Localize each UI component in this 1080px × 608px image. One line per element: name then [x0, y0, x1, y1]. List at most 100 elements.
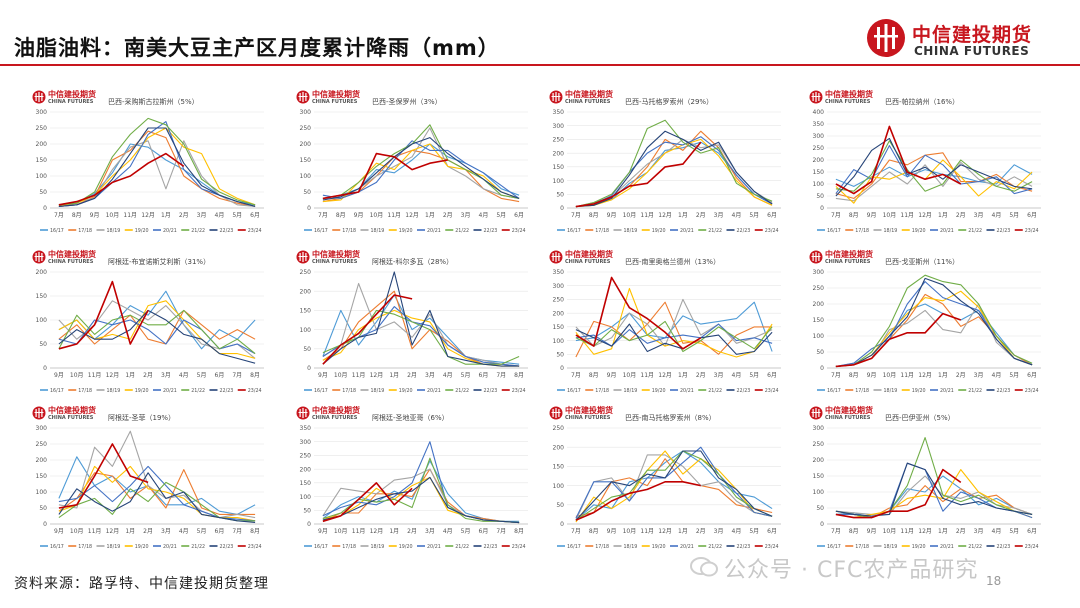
- panel-logo-cn: 中信建投期货: [565, 406, 613, 415]
- x-tick-label: 4月: [179, 372, 189, 379]
- panel-logo-en: CHINA FUTURES: [312, 259, 358, 265]
- y-tick-label: 300: [553, 123, 565, 130]
- y-tick-label: 50: [39, 505, 47, 512]
- legend-label: 22/23: [484, 388, 498, 394]
- panel-logo-en: CHINA FUTURES: [312, 99, 358, 105]
- line-chart-svg: 0 50 100 150 200 250 300 7月 8月 9月 10月 11月 12月 1月 2月 3月 4…: [813, 425, 1041, 550]
- x-tick-label: 4月: [732, 528, 742, 535]
- x-tick-label: 5月: [461, 528, 471, 535]
- legend-label: 21/22: [455, 388, 469, 394]
- x-tick-label: 10月: [883, 212, 897, 219]
- y-tick-label: 250: [813, 285, 825, 292]
- legend-label: 19/20: [399, 388, 413, 394]
- panel-logo: 中信建投期货 CHINA FUTURES: [32, 90, 104, 110]
- panel-logo-en: CHINA FUTURES: [565, 99, 611, 105]
- x-tick-label: 2月: [407, 528, 417, 535]
- series-line-22-23: [835, 277, 1033, 367]
- y-tick-label: 350: [813, 121, 825, 128]
- legend-label: 20/21: [940, 228, 954, 234]
- x-tick-label: 1月: [938, 212, 948, 219]
- legend-label: 23/24: [248, 228, 262, 234]
- panel-logo-icon: [296, 406, 310, 420]
- legend-label: 17/18: [595, 388, 609, 394]
- y-tick-label: 250: [36, 125, 48, 132]
- y-tick-label: 200: [813, 157, 825, 164]
- y-tick-label: 250: [300, 453, 312, 460]
- panel-logo: 中信建投期货 CHINA FUTURES: [549, 90, 621, 110]
- series-line-16-17: [322, 460, 520, 522]
- x-tick-label: 2月: [956, 212, 966, 219]
- y-tick-label: 100: [36, 317, 48, 324]
- y-tick-label: 300: [36, 425, 48, 432]
- legend-label: 19/20: [652, 228, 666, 234]
- y-tick-label: 200: [300, 141, 312, 148]
- x-tick-label: 9月: [867, 528, 877, 535]
- y-tick-label: 100: [300, 173, 312, 180]
- legend-label: 17/18: [342, 544, 356, 550]
- legend-label: 18/19: [624, 228, 638, 234]
- x-tick-label: 9月: [867, 372, 877, 379]
- series-line-19-20: [575, 287, 773, 358]
- series-line-22-23: [58, 472, 256, 523]
- series-line-23-24: [58, 443, 149, 509]
- y-tick-label: 200: [36, 141, 48, 148]
- series-line-20-21: [575, 446, 773, 519]
- x-tick-label: 8月: [849, 212, 859, 219]
- logo-cn-text: 中信建投期货: [912, 24, 1033, 46]
- y-tick-label: 150: [553, 324, 565, 331]
- y-tick-label: 100: [300, 327, 312, 334]
- x-tick-label: 6月: [479, 372, 489, 379]
- legend-label: 23/24: [512, 544, 526, 550]
- page-title: 油脂油料：南美大豆主产区月度累计降雨（mm）: [14, 36, 500, 60]
- x-tick-label: 12月: [918, 372, 932, 379]
- series-line-21-22: [575, 119, 773, 208]
- x-tick-label: 8月: [849, 528, 859, 535]
- series-line-18-19: [575, 298, 773, 347]
- series-line-17-18: [575, 301, 773, 358]
- x-tick-label: 4月: [443, 528, 453, 535]
- legend-label: 22/23: [484, 228, 498, 234]
- legend-label: 21/22: [968, 388, 982, 394]
- page-number: 18: [986, 574, 1002, 588]
- x-tick-label: 3月: [425, 528, 435, 535]
- y-tick-label: 200: [36, 457, 48, 464]
- x-tick-label: 5月: [1009, 212, 1019, 219]
- chart-panel: 中信建投期货 CHINA FUTURES 巴西-南里奥格兰德州（13%） 0 50 100…: [545, 248, 791, 408]
- chart-panel: 中信建投期货 CHINA FUTURES 阿根廷-圣菲（19%） 0 50 100 150 2…: [28, 404, 274, 564]
- series-line-21-22: [835, 140, 1033, 192]
- y-tick-label: 0: [820, 521, 824, 528]
- legend-label: 18/19: [371, 388, 385, 394]
- x-tick-label: 5月: [749, 212, 759, 219]
- x-tick-label: 8月: [589, 212, 599, 219]
- x-tick-label: 9月: [54, 528, 64, 535]
- legend-label: 16/17: [314, 544, 328, 550]
- legend-label: 21/22: [455, 544, 469, 550]
- x-tick-label: 1月: [678, 212, 688, 219]
- legend-label: 21/22: [708, 228, 722, 234]
- legend-label: 23/24: [765, 228, 779, 234]
- panel-logo: 中信建投期货 CHINA FUTURES: [809, 406, 881, 426]
- y-tick-label: 0: [820, 365, 824, 372]
- x-tick-label: 4月: [732, 372, 742, 379]
- x-tick-label: 6月: [767, 372, 777, 379]
- series-line-22-23: [835, 462, 1033, 517]
- series-line-23-24: [835, 468, 962, 519]
- watermark-text: 公众号 · CFC农产品研究: [724, 558, 979, 583]
- x-tick-label: 4月: [443, 372, 453, 379]
- x-tick-label: 11月: [88, 528, 102, 535]
- y-tick-label: 100: [300, 494, 312, 501]
- legend-label: 23/24: [1025, 544, 1039, 550]
- line-chart-svg: 0 50 100 150 200 250 300 350 400 7月 8月 9月 10月 11月 12月 1…: [813, 109, 1041, 234]
- line-chart-svg: 0 50 100 150 200 250 300 350 9月 10月 11月 12月 1月 2月 3月 4月…: [300, 425, 528, 550]
- x-tick-label: 12月: [370, 372, 384, 379]
- x-tick-label: 5月: [749, 372, 759, 379]
- y-tick-label: 0: [820, 205, 824, 212]
- legend-label: 17/18: [78, 228, 92, 234]
- panel-logo-cn: 中信建投期货: [48, 406, 96, 415]
- chart-panel: 中信建投期货 CHINA FUTURES 阿根廷-布宜诺斯艾利斯（31%） 0 50 10…: [28, 248, 274, 408]
- x-tick-label: 2月: [407, 372, 417, 379]
- x-tick-label: 10月: [70, 528, 84, 535]
- series-line-19-20: [575, 450, 773, 523]
- y-tick-label: 50: [816, 505, 824, 512]
- series-line-18-19: [835, 161, 1033, 202]
